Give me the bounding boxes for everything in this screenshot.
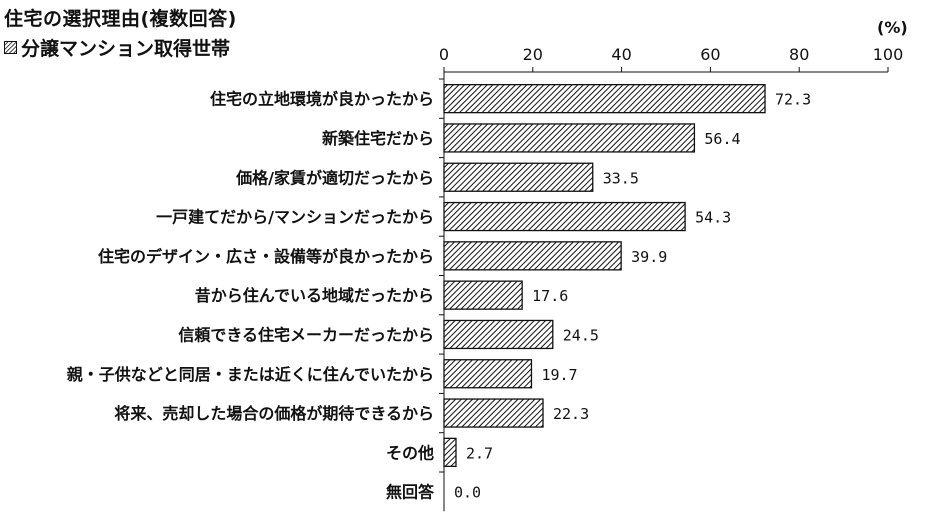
- unit-label: (%): [877, 18, 908, 37]
- category-label: 新築住宅だから: [322, 129, 434, 148]
- data-label: 24.5: [563, 326, 599, 344]
- bar: [443, 359, 533, 389]
- category-label: その他: [386, 443, 434, 462]
- x-tick-label: 100: [873, 45, 904, 64]
- data-label: 19.7: [541, 366, 577, 384]
- category-label: 将来、売却した場合の価格が期待できるから: [114, 404, 434, 423]
- legend-swatch: [4, 41, 17, 54]
- data-label: 22.3: [553, 405, 589, 423]
- category-label: 信頼できる住宅メーカーだったから: [178, 325, 434, 344]
- x-tick-label: 60: [700, 45, 720, 64]
- category-label: 親・子供などと同居・または近くに住んでいたから: [67, 365, 434, 384]
- bar: [443, 398, 544, 428]
- x-tick-label: 80: [789, 45, 809, 64]
- bar: [443, 437, 457, 468]
- category-label: 住宅のデザイン・広さ・設備等が良かったから: [98, 247, 434, 266]
- data-label: 72.3: [775, 91, 811, 109]
- bar: [443, 319, 554, 350]
- chart-title: 住宅の選択理由(複数回答): [4, 8, 237, 30]
- category-label: 昔から住んでいる地域だったから: [195, 286, 434, 305]
- x-tick-label: 40: [611, 45, 631, 64]
- category-label: 無回答: [386, 483, 435, 502]
- legend: 分譲マンション取得世帯: [4, 34, 230, 61]
- legend-label: 分譲マンション取得世帯: [21, 38, 231, 60]
- data-label: 17.6: [532, 287, 568, 305]
- data-label: 2.7: [466, 444, 493, 462]
- bar: [443, 162, 594, 192]
- bar: [443, 201, 686, 232]
- data-label: 54.3: [695, 209, 731, 227]
- data-label: 56.4: [704, 130, 740, 148]
- data-label: 33.5: [603, 169, 639, 187]
- bar: [443, 123, 696, 153]
- category-label: 一戸建てだから/マンションだったから: [156, 208, 434, 227]
- data-label: 0.0: [454, 484, 481, 502]
- bar: [443, 280, 523, 310]
- category-label: 価格/家賃が適切だったから: [235, 168, 434, 187]
- x-tick-label: 0: [439, 45, 449, 64]
- data-label: 39.9: [631, 248, 667, 266]
- x-tick-label: 20: [523, 45, 543, 64]
- bar: [443, 84, 766, 114]
- bar: [443, 241, 622, 271]
- category-label: 住宅の立地環境が良かったから: [210, 90, 434, 109]
